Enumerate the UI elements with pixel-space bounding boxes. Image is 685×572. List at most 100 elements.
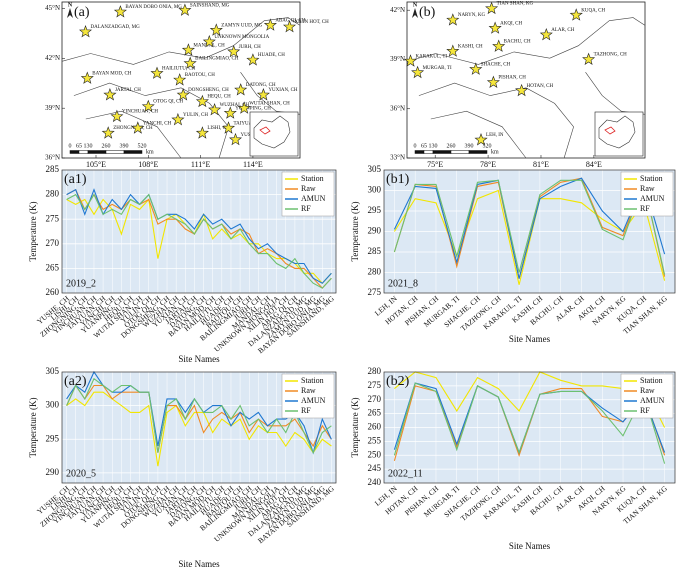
- station-star: [411, 65, 425, 79]
- station-star: [113, 5, 127, 18]
- scale-segment: [78, 150, 89, 154]
- station-label: KUQA, CH: [581, 8, 605, 13]
- station-star: [469, 62, 483, 75]
- station-star: [403, 54, 418, 67]
- legend-label: Raw: [301, 386, 316, 395]
- y-tick-label: 285: [368, 246, 382, 256]
- station-label: KASHI, CH: [458, 44, 483, 49]
- legend-label: RF: [640, 406, 650, 415]
- station-label: YINCHUAN, CH: [122, 110, 159, 115]
- scale-label: 65: [421, 143, 427, 149]
- station-label: HOTAN, CH: [527, 84, 554, 89]
- y-tick-label: 39°N: [390, 55, 405, 63]
- station-star: [209, 23, 223, 36]
- station-star: [183, 56, 197, 70]
- plot-frame: [383, 371, 676, 484]
- legend-label: Raw: [640, 184, 655, 193]
- scale-segment: [432, 150, 452, 154]
- x-axis-label: Site Names: [509, 334, 551, 344]
- y-tick-label: 280: [368, 366, 382, 376]
- station-star: [80, 71, 94, 84]
- station-star: [485, 1, 499, 15]
- station-star: [488, 21, 502, 34]
- station-star: [176, 88, 190, 101]
- scale-label: 260: [102, 143, 111, 149]
- station-star: [256, 88, 270, 101]
- x-tick-label: 111°E: [191, 160, 211, 169]
- station-label: HEQU, CH: [207, 95, 231, 100]
- station-label: JURH, CH: [239, 45, 261, 50]
- station-star: [195, 94, 209, 108]
- y-tick-label: 275: [46, 213, 60, 223]
- station-label: BAILINGMIAO, CH: [195, 57, 239, 62]
- series-line: [393, 382, 666, 464]
- y-tick-label: 250: [368, 449, 382, 459]
- series-line: [393, 179, 666, 275]
- series-line: [66, 188, 332, 284]
- series-line: [66, 377, 332, 455]
- legend-label: Raw: [301, 184, 316, 193]
- station-star: [223, 106, 237, 119]
- scale-segment: [87, 150, 107, 154]
- y-tick-label: 240: [368, 477, 382, 487]
- station-label: ZHONGNING, CH: [113, 126, 153, 131]
- series-line: [66, 384, 332, 453]
- station-label: WUZHAI, CH: [220, 103, 250, 108]
- x-tick-label: 84°E: [586, 160, 602, 169]
- station-label: JARTAI, CH: [115, 88, 141, 93]
- y-axis-label: Temperature (K): [28, 397, 38, 457]
- station-star: [492, 39, 506, 52]
- scale-segment: [69, 150, 80, 154]
- plot-frame: [61, 371, 337, 484]
- scale-segment: [468, 150, 488, 154]
- station-label: XILIN HOT, CH: [295, 20, 330, 25]
- station-star: [150, 66, 164, 79]
- station-star: [202, 34, 216, 48]
- station-star: [221, 121, 236, 134]
- inset-map: [249, 111, 299, 157]
- inset-region: [604, 126, 616, 135]
- scale-unit: km: [491, 149, 499, 155]
- scale-label: 130: [429, 143, 438, 149]
- y-tick-label: 300: [46, 400, 60, 410]
- north-arrow: [67, 8, 73, 18]
- station-label: YANCHI, CH: [143, 121, 172, 126]
- scale-label: 130: [84, 143, 93, 149]
- station-label: WUTAI SHAN, CH: [249, 101, 290, 106]
- border-line: [418, 82, 574, 159]
- y-tick-label: 39°N: [45, 104, 60, 112]
- scale-segment: [423, 150, 434, 154]
- panel-label: (a1): [64, 172, 87, 187]
- inset-region: [259, 126, 271, 135]
- legend-label: Raw: [640, 386, 655, 395]
- legend-label: Station: [640, 376, 663, 385]
- station-label: BACHU, CH: [504, 39, 531, 44]
- legend-label: Station: [640, 174, 663, 183]
- north-label: N: [413, 2, 418, 8]
- station-star: [246, 53, 260, 66]
- station-label: ABAG QI, CH: [275, 18, 306, 23]
- station-label: YULIN, CH: [183, 113, 208, 118]
- station-label: BAOTOU, CH: [185, 73, 216, 78]
- station-label: SAINSHAND, MG: [190, 3, 230, 8]
- panel-label: (a2): [64, 374, 87, 389]
- x-axis-label: Site Names: [178, 559, 220, 569]
- station-label: ZAMYN UUD, MG: [221, 23, 262, 28]
- y-tick-label: 290: [368, 226, 382, 236]
- inset-outline: [253, 115, 291, 149]
- station-star: [515, 83, 529, 97]
- y-tick-label: 295: [368, 205, 382, 215]
- station-label: HUADE, CH: [258, 53, 285, 58]
- y-tick-label: 270: [46, 238, 60, 248]
- station-star: [228, 132, 243, 146]
- station-label: DALANZADGAD, MG: [91, 25, 141, 30]
- y-tick-label: 285: [46, 164, 60, 174]
- scale-label: 0: [69, 143, 72, 149]
- x-tick-label: 78°E: [480, 160, 496, 169]
- panel-label: (b1): [386, 172, 410, 187]
- y-tick-label: 275: [368, 380, 382, 390]
- station-label: MURGAB, TI: [423, 66, 452, 71]
- station-label: ALAR, CH: [551, 28, 574, 33]
- y-tick-label: 36°N: [45, 154, 60, 162]
